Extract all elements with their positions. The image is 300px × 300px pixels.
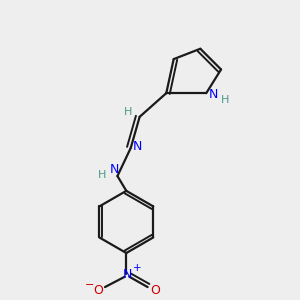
Text: O: O — [93, 284, 103, 297]
Text: N: N — [209, 88, 218, 101]
Text: H: H — [124, 106, 132, 116]
Text: H: H — [98, 169, 106, 180]
Text: −: − — [85, 280, 94, 290]
Text: H: H — [221, 95, 230, 105]
Text: N: N — [133, 140, 142, 153]
Text: +: + — [133, 263, 142, 273]
Text: N: N — [110, 163, 119, 176]
Text: N: N — [123, 268, 133, 281]
Text: O: O — [150, 284, 160, 297]
